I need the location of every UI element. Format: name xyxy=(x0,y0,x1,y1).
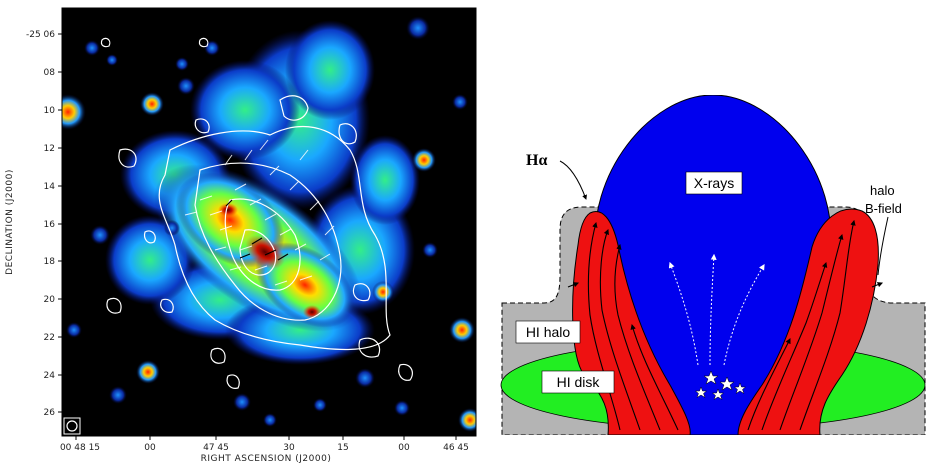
y-tick-label: 18 xyxy=(44,257,56,267)
x-tick-label: 00 48 15 xyxy=(60,443,100,453)
x-tick-label: 30 xyxy=(283,443,295,453)
y-tick-label: 10 xyxy=(44,106,56,116)
halpha-right-lobe xyxy=(737,208,879,435)
xrays-label-box xyxy=(685,171,743,195)
beam-ellipse xyxy=(66,420,78,432)
y-tick-label: 26 xyxy=(44,408,56,418)
y-tick-label: 12 xyxy=(44,144,55,154)
radio-map-figure: -25 06 08 10 12 14 16 18 20 22 24 26 00 … xyxy=(5,7,477,464)
halpha-label: Hα xyxy=(526,152,547,169)
halpha-pointer xyxy=(559,160,587,200)
x-tick-label: 00 xyxy=(398,443,410,453)
radio-emission xyxy=(62,16,476,435)
y-tick-label: 16 xyxy=(44,220,56,230)
magnetic-field-lines xyxy=(567,219,884,431)
y-tick-label: -25 06 xyxy=(26,30,55,40)
y-tick-label: 14 xyxy=(44,182,56,192)
x-tick-labels: 00 48 15 00 47 45 30 15 00 46 45 xyxy=(60,443,469,453)
core-vectors xyxy=(225,199,289,261)
x-axis-ticks xyxy=(75,436,457,440)
hi-disk-label: HI disk xyxy=(557,374,601,390)
hi-halo-label-box xyxy=(515,320,581,344)
wind-schematic: X-rays Hα halo B-field HI halo HI disk xyxy=(500,95,926,435)
polarized-intensity-contours xyxy=(100,37,413,389)
y-tick-label: 22 xyxy=(44,333,55,343)
x-tick-label: 15 xyxy=(337,443,348,453)
y-tick-labels: -25 06 08 10 12 14 16 18 20 22 24 26 xyxy=(26,30,55,418)
bfield-pointer xyxy=(877,216,889,276)
hi-halo-label: HI halo xyxy=(526,324,571,340)
x-tick-label: 46 45 xyxy=(443,443,469,453)
halo-bfield-label-line2: B-field xyxy=(865,201,902,216)
x-axis-title: RIGHT ASCENSION (J2000) xyxy=(201,454,332,464)
beam-box xyxy=(63,417,81,435)
y-tick-label: 24 xyxy=(44,371,56,381)
x-tick-label: 00 xyxy=(144,443,156,453)
starburst-stars-icon xyxy=(694,370,747,401)
y-tick-label: 20 xyxy=(44,295,56,305)
polarization-vectors xyxy=(184,139,335,286)
y-axis-title: DECLINATION (J2000) xyxy=(5,169,15,275)
xrays-label: X-rays xyxy=(694,175,734,191)
halo-bfield-label-line1: halo xyxy=(870,183,895,198)
outflow-arrows xyxy=(668,253,765,366)
y-tick-label: 08 xyxy=(44,68,56,78)
y-axis-ticks xyxy=(58,33,62,413)
x-tick-label: 47 45 xyxy=(203,443,229,453)
hi-disk-label-box xyxy=(541,370,615,394)
